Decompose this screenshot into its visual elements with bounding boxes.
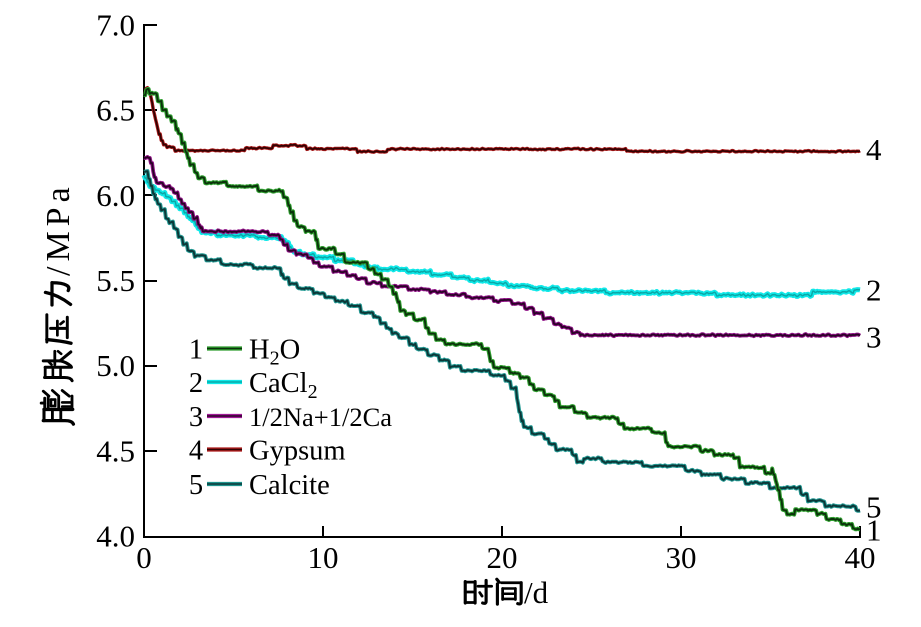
svg-text:/d: /d	[524, 575, 549, 610]
svg-text:2: 2	[866, 273, 882, 308]
svg-text:3: 3	[189, 402, 203, 433]
svg-text:4: 4	[866, 132, 882, 167]
svg-text:5.0: 5.0	[96, 348, 135, 383]
svg-text:Calcite: Calcite	[249, 470, 330, 501]
svg-text:7.0: 7.0	[96, 8, 135, 43]
svg-text:0: 0	[136, 540, 152, 575]
svg-text:Gypsum: Gypsum	[249, 436, 346, 467]
svg-text:3: 3	[866, 320, 882, 355]
svg-text:H2O: H2O	[249, 335, 300, 370]
svg-text:4: 4	[189, 436, 203, 467]
svg-text:4.0: 4.0	[96, 519, 135, 554]
svg-text:5: 5	[866, 490, 882, 525]
svg-text:4.5: 4.5	[96, 433, 135, 468]
svg-text:10: 10	[308, 540, 339, 575]
svg-text:6.0: 6.0	[96, 178, 135, 213]
svg-text:5: 5	[189, 470, 203, 501]
svg-text:1/2Na+1/2Ca: 1/2Na+1/2Ca	[249, 402, 392, 432]
svg-text:20: 20	[487, 540, 518, 575]
svg-text:1: 1	[189, 335, 203, 366]
svg-text:2: 2	[189, 368, 203, 399]
svg-text:5.5: 5.5	[96, 263, 135, 298]
svg-text:30: 30	[666, 540, 697, 575]
svg-text:40: 40	[845, 540, 876, 575]
svg-text:CaCl2: CaCl2	[249, 368, 318, 403]
svg-text:/MPa: /MPa	[40, 182, 77, 276]
svg-text:1: 1	[866, 513, 882, 548]
svg-text:6.5: 6.5	[96, 93, 135, 128]
